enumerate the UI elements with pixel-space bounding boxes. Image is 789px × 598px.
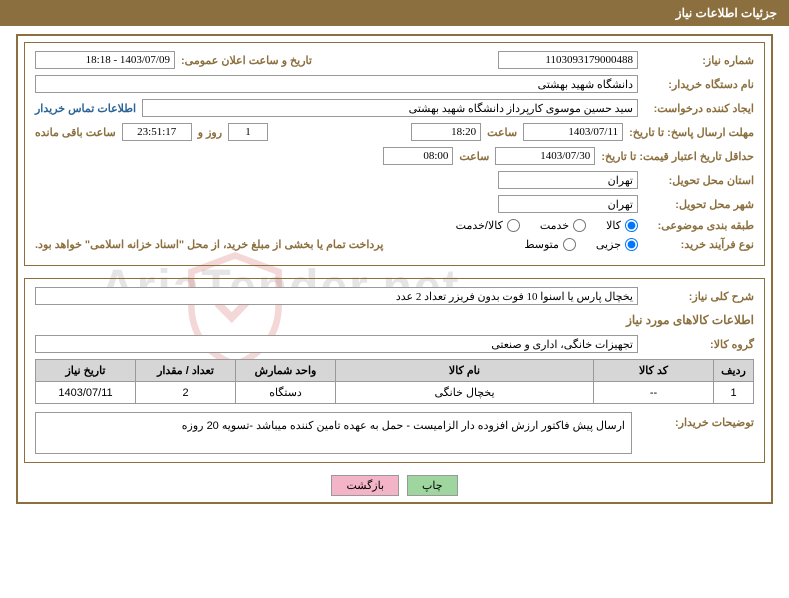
category-radio-group: کالا خدمت کالا/خدمت [456, 219, 638, 232]
page-title: جزئیات اطلاعات نیاز [0, 0, 789, 26]
time-label-2: ساعت [459, 150, 489, 163]
print-button[interactable]: چاپ [407, 475, 458, 496]
province-field [498, 171, 638, 189]
min-valid-label: حداقل تاریخ اعتبار قیمت: تا تاریخ: [601, 150, 754, 163]
table-row: 1 -- یخچال خانگی دستگاه 2 1403/07/11 [36, 382, 754, 404]
buyer-notes-label: توضیحات خریدار: [644, 412, 754, 429]
radio-small[interactable] [625, 238, 638, 251]
button-row: چاپ بازگشت [24, 475, 765, 496]
cell-code: -- [594, 382, 714, 404]
province-label: استان محل تحویل: [644, 174, 754, 187]
cell-qty: 2 [136, 382, 236, 404]
payment-note: پرداخت تمام یا بخشی از مبلغ خرید، از محل… [35, 238, 383, 251]
radio-goods-service[interactable] [507, 219, 520, 232]
radio-service[interactable] [573, 219, 586, 232]
need-number-label: شماره نیاز: [644, 54, 754, 67]
announce-label: تاریخ و ساعت اعلان عمومی: [181, 54, 312, 67]
announce-field [35, 51, 175, 69]
days-and-label: روز و [198, 126, 222, 139]
items-table: ردیف کد کالا نام کالا واحد شمارش تعداد /… [35, 359, 754, 404]
back-button[interactable]: بازگشت [331, 475, 399, 496]
remaining-label: ساعت باقی مانده [35, 126, 116, 139]
radio-goods-label: کالا [606, 219, 621, 232]
time-label-1: ساعت [487, 126, 517, 139]
countdown-field [122, 123, 192, 141]
requester-field [142, 99, 638, 117]
details-panel: شماره نیاز: تاریخ و ساعت اعلان عمومی: نا… [24, 42, 765, 266]
items-section-title: اطلاعات کالاهای مورد نیاز [35, 313, 754, 327]
need-number-field [498, 51, 638, 69]
process-radio-group: جزیی متوسط [524, 238, 638, 251]
radio-medium-label: متوسط [524, 238, 559, 251]
buyer-org-label: نام دستگاه خریدار: [644, 78, 754, 91]
th-qty: تعداد / مقدار [136, 360, 236, 382]
buyer-org-field [35, 75, 638, 93]
th-date: تاریخ نیاز [36, 360, 136, 382]
th-unit: واحد شمارش [236, 360, 336, 382]
min-valid-date-field [495, 147, 595, 165]
group-label: گروه کالا: [644, 338, 754, 351]
deadline-date-field [523, 123, 623, 141]
buyer-notes-box: ارسال پیش فاکتور ارزش افزوده دار الزامیس… [35, 412, 632, 454]
cell-row: 1 [714, 382, 754, 404]
main-frame: شماره نیاز: تاریخ و ساعت اعلان عمومی: نا… [16, 34, 773, 504]
th-code: کد کالا [594, 360, 714, 382]
th-row: ردیف [714, 360, 754, 382]
general-desc-label: شرح کلی نیاز: [644, 290, 754, 303]
items-panel: شرح کلی نیاز: اطلاعات کالاهای مورد نیاز … [24, 278, 765, 463]
city-label: شهر محل تحویل: [644, 198, 754, 211]
process-label: نوع فرآیند خرید: [644, 238, 754, 251]
cell-unit: دستگاه [236, 382, 336, 404]
deadline-label: مهلت ارسال پاسخ: تا تاریخ: [629, 126, 754, 139]
category-label: طبقه بندی موضوعی: [644, 219, 754, 232]
contact-link[interactable]: اطلاعات تماس خریدار [35, 102, 136, 115]
min-valid-time-field [383, 147, 453, 165]
radio-goods-service-label: کالا/خدمت [456, 219, 503, 232]
deadline-time-field [411, 123, 481, 141]
group-field [35, 335, 638, 353]
city-field [498, 195, 638, 213]
radio-service-label: خدمت [540, 219, 569, 232]
th-name: نام کالا [336, 360, 594, 382]
general-desc-field [35, 287, 638, 305]
radio-goods[interactable] [625, 219, 638, 232]
radio-small-label: جزیی [596, 238, 621, 251]
cell-date: 1403/07/11 [36, 382, 136, 404]
radio-medium[interactable] [563, 238, 576, 251]
cell-name: یخچال خانگی [336, 382, 594, 404]
requester-label: ایجاد کننده درخواست: [644, 102, 754, 115]
days-remaining-field [228, 123, 268, 141]
